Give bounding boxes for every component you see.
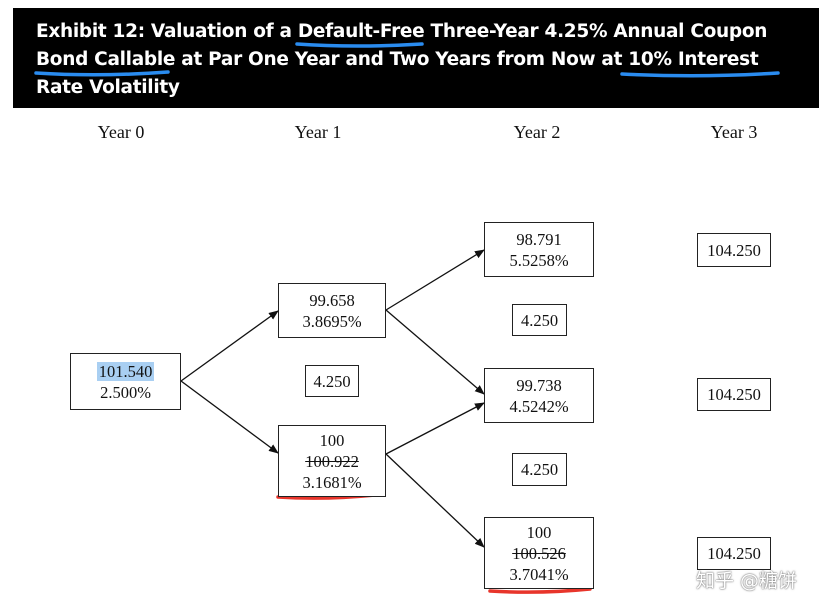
title-highlight-bond-callable: Bond Callable — [36, 49, 176, 70]
node-year2-up-rate: 5.5258% — [509, 250, 569, 270]
coupon-year2-upper-value: 4.250 — [520, 310, 559, 330]
coupon-year1: 4.250 — [305, 365, 359, 397]
node-year0-rate: 2.500% — [100, 382, 151, 402]
arrow-y1-up-to-y2-mid — [385, 309, 485, 395]
node-year1-down-struck-price: 100.922 — [305, 451, 359, 471]
node-year1-up: 99.658 3.8695% — [278, 283, 386, 338]
title-mid-1: Three-Year 4.25% Annual Coupon — [424, 21, 768, 42]
node-year2-down-called-price: 100 — [526, 522, 552, 542]
node-year3-down: 104.250 — [697, 537, 771, 570]
title-mid-2: at Par One Year and Two Years from Now a… — [175, 49, 629, 70]
title-suffix: Volatility — [82, 77, 180, 98]
exhibit-title: Exhibit 12: Valuation of a Default-Free … — [13, 8, 819, 108]
node-year2-down-struck-price: 100.526 — [512, 543, 566, 563]
node-year1-down-rate: 3.1681% — [302, 472, 362, 492]
coupon-year2-lower-value: 4.250 — [520, 460, 559, 479]
column-year-3: Year 3 — [710, 122, 758, 142]
column-year-0: Year 0 — [97, 122, 145, 142]
node-year3-up-value: 104.250 — [707, 240, 761, 260]
column-year-2: Year 2 — [513, 122, 561, 142]
coupon-year2-upper: 4.250 — [512, 304, 567, 336]
node-year2-up-price: 98.791 — [516, 229, 562, 249]
arrow-y1-down-to-y2-down — [385, 453, 485, 548]
node-year1-down-called-price: 100 — [319, 430, 345, 450]
arrow-y1-down-to-y2-mid — [385, 402, 485, 455]
underline-interest-rate — [620, 71, 780, 78]
node-year1-up-rate: 3.8695% — [302, 311, 362, 331]
node-year0-price: 101.540 — [96, 361, 155, 381]
title-highlight-default-free: Default-Free — [297, 21, 425, 42]
node-year3-mid: 104.250 — [697, 378, 771, 411]
node-year3-down-value: 104.250 — [707, 544, 761, 563]
title-prefix: Exhibit 12: Valuation of a — [36, 21, 298, 42]
arrow-y1-up-to-y2-up — [385, 249, 485, 311]
underline-default-free — [295, 42, 424, 48]
column-year-1: Year 1 — [294, 122, 342, 142]
node-year2-down: 100 100.526 3.7041% — [484, 517, 594, 589]
node-year3-mid-value: 104.250 — [707, 385, 761, 404]
node-year2-mid: 99.738 4.5242% — [484, 368, 594, 423]
underline-bond-callable — [34, 70, 170, 77]
coupon-year1-value: 4.250 — [313, 371, 351, 391]
node-year1-down: 100 100.922 3.1681% — [278, 425, 386, 497]
title-highlight-volatility-rate: 10% Interest Rate — [36, 49, 759, 98]
arrow-y0-to-y1-up — [180, 310, 279, 382]
underline-y2-down-rate — [488, 587, 592, 594]
arrow-y0-to-y1-down — [180, 380, 279, 454]
node-year1-up-price: 99.658 — [309, 290, 355, 310]
coupon-year2-lower: 4.250 — [512, 453, 567, 486]
watermark: 知乎 @糖饼 — [696, 570, 798, 592]
node-year2-mid-rate: 4.5242% — [509, 396, 569, 416]
node-year2-down-rate: 3.7041% — [509, 564, 569, 584]
node-year2-mid-price: 99.738 — [516, 375, 562, 395]
node-year2-up: 98.791 5.5258% — [484, 222, 594, 277]
node-year3-up: 104.250 — [697, 233, 771, 267]
node-year0: 101.540 2.500% — [70, 353, 181, 410]
